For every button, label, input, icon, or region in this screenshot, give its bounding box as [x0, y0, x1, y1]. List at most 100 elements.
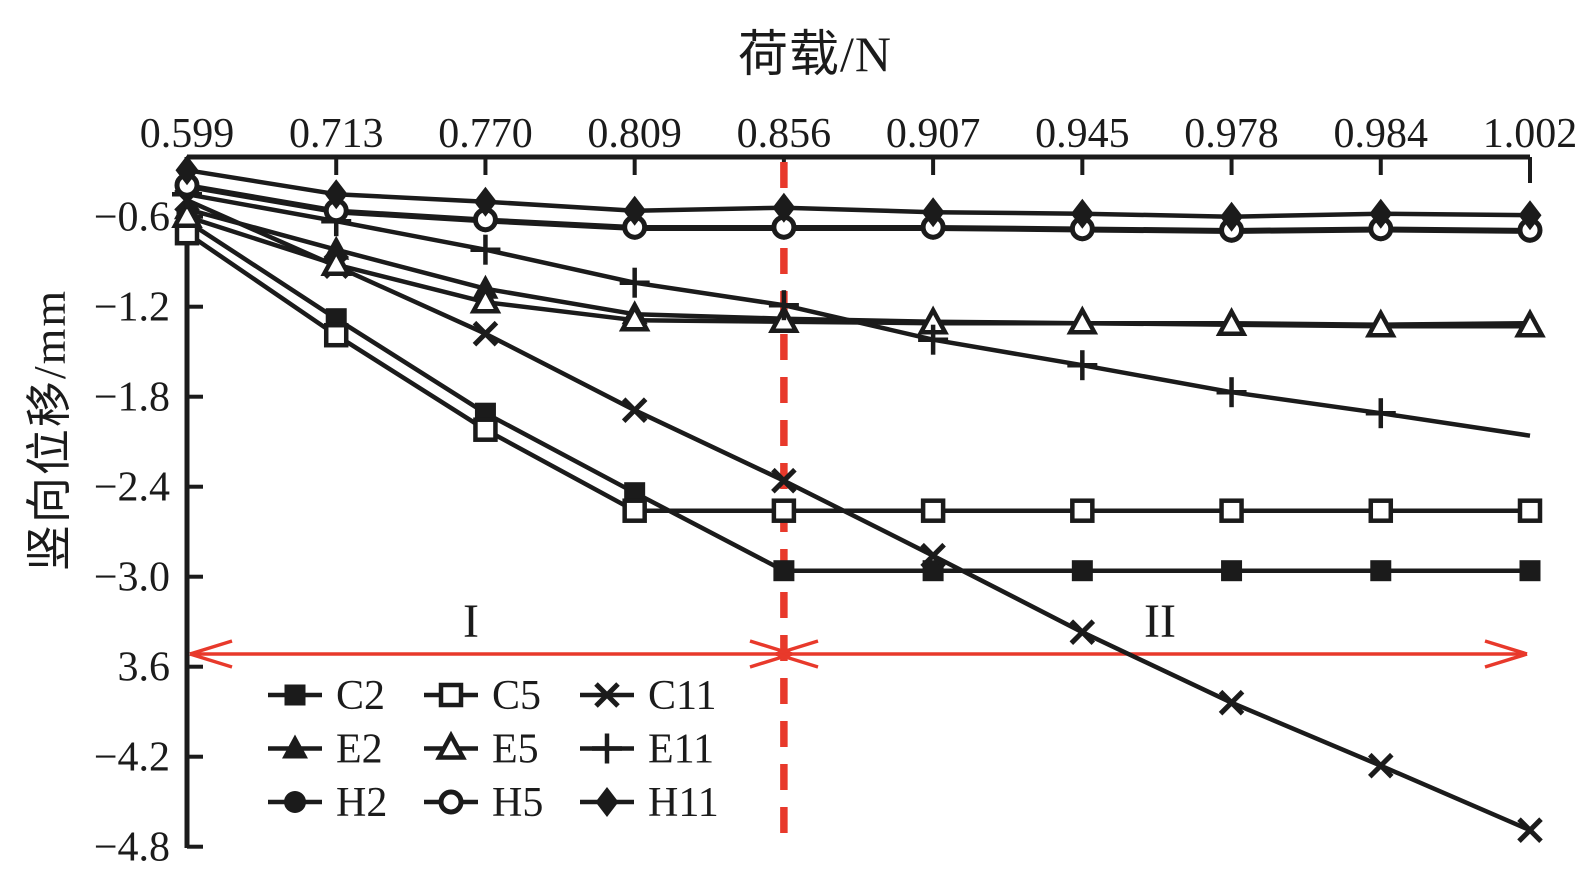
marker-triangle-open — [1364, 308, 1397, 338]
marker-square-filled — [1370, 560, 1392, 582]
arrowhead — [775, 639, 819, 656]
series-E5 — [171, 199, 1546, 338]
legend-item-H11: H11 — [580, 780, 719, 826]
marker-triangle-open — [1514, 308, 1546, 338]
marker-square-open — [1219, 498, 1244, 523]
marker-diamond-filled — [473, 186, 497, 217]
marker-x — [472, 320, 499, 347]
legend-item-C11: C11 — [580, 673, 716, 719]
marker-square-open — [1517, 498, 1543, 523]
series-line-C11 — [186, 198, 1531, 833]
arrowhead — [1484, 652, 1528, 669]
legend-label-E11: E11 — [648, 727, 714, 773]
marker-diamond-filled — [1369, 198, 1393, 229]
marker-x — [594, 682, 620, 708]
stage-annotations: I II — [189, 162, 1528, 848]
legend-label-H5: H5 — [492, 780, 543, 826]
series-line-C5 — [185, 231, 1530, 513]
marker-square-filled — [1519, 560, 1541, 582]
marker-square-filled — [624, 482, 646, 504]
x-tick-label: 0.945 — [1035, 111, 1130, 157]
legend: C2 C5 C11 E2 E5 E11 H2 H5 H11 — [268, 673, 719, 826]
marker-triangle-filled — [282, 734, 308, 759]
marker-square-open — [438, 682, 464, 708]
x-tick-label: 0.907 — [886, 111, 981, 157]
marker-plus — [1216, 377, 1247, 408]
marker-diamond-filled — [623, 195, 647, 226]
series-line-H5 — [186, 182, 1531, 233]
marker-triangle-open — [618, 302, 651, 332]
series-E11 — [172, 179, 1531, 438]
marker-square-open — [323, 322, 349, 348]
marker-diamond-filled — [1518, 200, 1542, 231]
x-tick-label: 1.002 — [1483, 111, 1578, 157]
marker-square-filled — [284, 684, 306, 706]
marker-x — [771, 467, 797, 494]
arrowhead — [1484, 639, 1528, 656]
x-tick-label: 0.809 — [587, 111, 682, 157]
legend-label-C5: C5 — [492, 673, 541, 719]
marker-triangle-open — [171, 199, 203, 228]
marker-plus — [918, 324, 949, 355]
marker-triangle-open — [469, 284, 502, 314]
marker-square-open — [473, 417, 498, 442]
marker-square-filled — [1071, 560, 1093, 582]
legend-label-C11: C11 — [648, 673, 716, 719]
marker-triangle-open — [1215, 307, 1248, 336]
y-tick-label: −4.2 — [94, 735, 170, 781]
marker-triangle-open — [435, 730, 467, 760]
marker-plus — [619, 267, 650, 298]
marker-triangle-open — [320, 247, 353, 276]
marker-plus — [1067, 350, 1098, 381]
marker-triangle-open — [1066, 305, 1099, 335]
legend-label-E2: E2 — [336, 727, 383, 773]
arrowhead — [775, 652, 819, 669]
marker-circle-filled — [284, 791, 306, 813]
marker-square-open — [771, 498, 797, 523]
marker-square-filled — [922, 560, 944, 582]
x-tick-labels: 0.599 0.713 0.770 0.809 0.856 0.907 0.945 0.978… — [140, 111, 1578, 157]
y-tick-label: −0.6 — [94, 195, 170, 241]
marker-x — [621, 397, 648, 423]
x-tick-label: 0.599 — [140, 111, 235, 157]
legend-item-C2: C2 — [268, 673, 385, 719]
marker-square-open — [1368, 498, 1394, 523]
x-tick-label: 0.978 — [1184, 111, 1279, 157]
legend-label-E5: E5 — [492, 727, 539, 773]
marker-diamond-filled — [921, 197, 945, 228]
legend-item-H2: H2 — [268, 780, 387, 826]
x-tick-label: 0.713 — [289, 111, 384, 157]
marker-square-filled — [1221, 560, 1243, 582]
marker-circle-open — [438, 789, 464, 815]
y-tick-label: −4.8 — [94, 825, 170, 871]
x-tick-label: 0.984 — [1334, 111, 1429, 157]
legend-item-H5: H5 — [424, 780, 543, 826]
y-tick-label: −2.4 — [94, 465, 170, 511]
legend-label-C2: C2 — [336, 673, 385, 719]
marker-plus — [592, 733, 622, 764]
y-tick-labels: −0.6 −1.2 −1.8 −2.4 −3.0 3.6 −4.2 −4.8 — [94, 195, 170, 871]
marker-x — [1517, 817, 1543, 843]
marker-x — [1218, 689, 1245, 716]
marker-square-open — [1070, 498, 1095, 523]
marker-plus — [470, 234, 501, 265]
legend-item-C5: C5 — [424, 673, 541, 719]
marker-plus — [1365, 398, 1396, 429]
y-axis-title: 竖向位移/mm — [24, 288, 75, 572]
marker-diamond-filled — [1220, 201, 1244, 232]
marker-diamond-filled — [595, 787, 619, 817]
y-tick-label: 3.6 — [118, 645, 171, 691]
marker-diamond-filled — [175, 155, 199, 186]
series-H11 — [175, 155, 1542, 232]
arrowhead — [189, 652, 233, 669]
series-line-H11 — [186, 167, 1531, 219]
legend-label-H11: H11 — [648, 780, 719, 826]
marker-x — [920, 542, 946, 569]
marker-diamond-filled — [772, 192, 796, 223]
marker-square-open — [622, 498, 647, 523]
region-two-label: II — [1144, 595, 1176, 648]
series-C2 — [176, 210, 1541, 582]
x-tick-label: 0.770 — [438, 111, 533, 157]
